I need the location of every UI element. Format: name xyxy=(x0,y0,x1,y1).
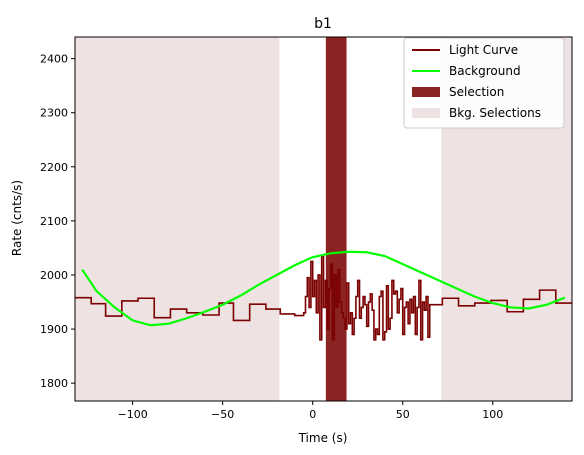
x-tick-label: 0 xyxy=(309,408,316,421)
bkg-selection-0 xyxy=(75,37,280,401)
legend-label: Light Curve xyxy=(449,43,518,57)
y-tick-label: 2400 xyxy=(40,53,68,66)
plot-frame xyxy=(74,36,573,402)
legend-label: Background xyxy=(449,64,521,78)
x-axis-label: Time (s) xyxy=(298,431,348,445)
legend-label: Selection xyxy=(449,85,504,99)
y-tick-label: 2100 xyxy=(40,215,68,228)
legend-patch-swatch xyxy=(412,87,440,97)
legend: Light Curve Background Selection Bkg. Selec… xyxy=(403,37,565,129)
legend-box xyxy=(403,37,565,129)
x-tick-label: 50 xyxy=(396,408,410,421)
x-tick-label: −100 xyxy=(118,408,148,421)
y-tick-label: 1900 xyxy=(40,323,68,336)
background-line xyxy=(81,250,566,327)
y-tick-label: 2300 xyxy=(40,107,68,120)
x-tick-label: 100 xyxy=(482,408,503,421)
y-tick-label: 2000 xyxy=(40,269,68,282)
axes: −100 −50 0 50 100 1800 1900 2000 2100 2200 2300 240… xyxy=(40,36,573,421)
legend-patch-swatch xyxy=(412,108,440,118)
light-curve-line xyxy=(75,255,572,341)
x-tick-label: −50 xyxy=(211,408,234,421)
y-tick-label: 1800 xyxy=(40,377,68,390)
legend-label: Bkg. Selections xyxy=(449,106,541,120)
selection-band xyxy=(325,37,347,401)
y-axis-label: Rate (cnts/s) xyxy=(10,180,24,256)
y-tick-label: 2200 xyxy=(40,161,68,174)
chart-title: b1 xyxy=(314,16,332,32)
